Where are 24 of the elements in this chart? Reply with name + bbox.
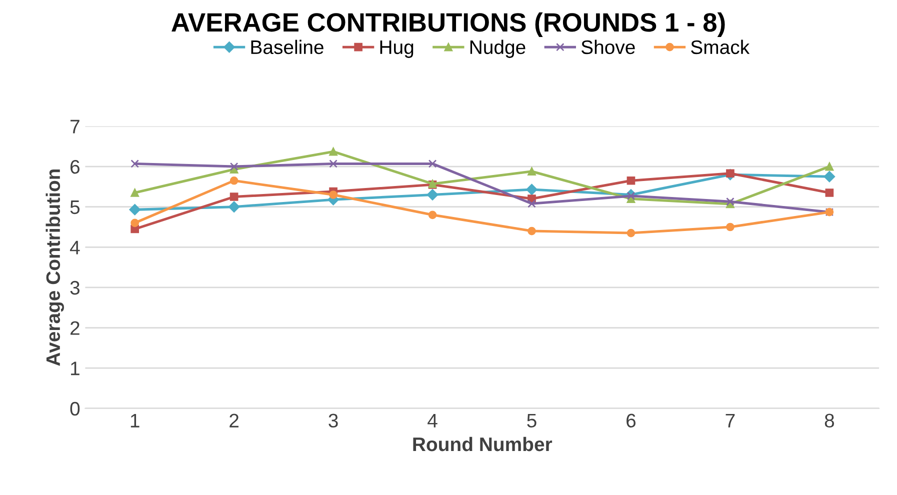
y-tick-label: 7 bbox=[70, 120, 80, 134]
y-tick-label: 1 bbox=[71, 362, 80, 376]
legend-label: Baseline bbox=[251, 40, 324, 54]
y-tick-label: 6 bbox=[70, 160, 80, 174]
y-axis-title: Average Contribution bbox=[46, 169, 64, 366]
y-tick-label: 2 bbox=[70, 321, 80, 335]
x-tick-label: 2 bbox=[230, 414, 238, 428]
legend-label: Smack bbox=[691, 40, 750, 54]
y-tick-label: 0 bbox=[70, 402, 80, 416]
x-tick-label: 7 bbox=[726, 414, 735, 428]
chart-title: AVERAGE CONTRIBUTIONS (ROUNDS 1 - 8) bbox=[172, 12, 725, 37]
y-tick-label: 3 bbox=[70, 280, 80, 295]
x-tick-label: 5 bbox=[527, 414, 536, 428]
y-tick-label: 5 bbox=[70, 200, 80, 214]
x-axis-title: Round Number bbox=[413, 436, 552, 452]
x-tick-label: 8 bbox=[824, 414, 834, 428]
x-tick-label: 1 bbox=[130, 414, 140, 428]
legend-label: Shove bbox=[581, 40, 635, 54]
legend-label: Nudge bbox=[470, 40, 526, 58]
x-tick-label: 3 bbox=[328, 414, 338, 428]
y-tick-label: 4 bbox=[70, 240, 80, 254]
x-tick-label: 6 bbox=[626, 414, 636, 428]
legend-label: Hug bbox=[380, 40, 414, 58]
x-tick-label: 4 bbox=[428, 414, 438, 428]
